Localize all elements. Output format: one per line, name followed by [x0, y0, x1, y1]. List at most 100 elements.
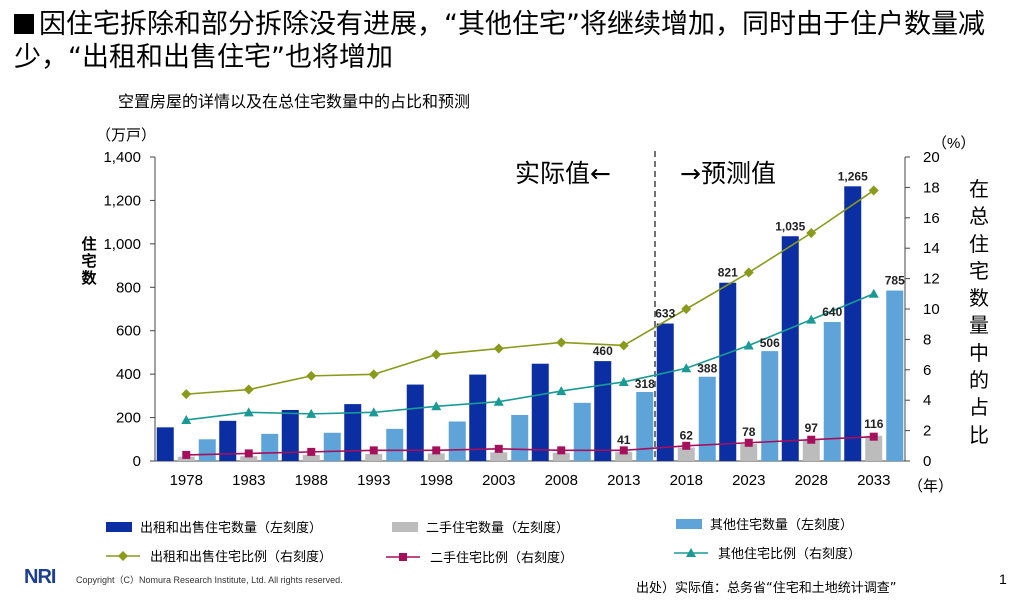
x-tick-label: 2013 [607, 472, 640, 489]
right-tick-label: 12 [923, 271, 940, 288]
x-tick-label: 2008 [545, 472, 578, 489]
bar-rent-sale-count [219, 420, 237, 461]
x-tick-label: 2023 [732, 472, 765, 489]
bar-secondhand-count [802, 439, 820, 461]
bar-secondhand-count [677, 447, 695, 461]
right-axis-title-char: 宅 [969, 258, 989, 283]
line-other-ratio-point [493, 396, 504, 406]
bar-other-count [386, 428, 404, 461]
right-tick-label: 10 [923, 301, 940, 318]
line-rent-sale-ratio-point [556, 337, 567, 348]
line-other-ratio [186, 293, 875, 421]
bar-rent-sale-count [469, 374, 487, 461]
legend-label: 出租和出售住宅数量（左刻度） [140, 521, 323, 536]
right-tick-label: 16 [923, 210, 940, 227]
x-tick-label: 1978 [170, 472, 203, 489]
legend-label: 其他住宅比例（右刻度） [718, 547, 862, 562]
right-axis-title-char: 在 [969, 177, 989, 201]
line-other-ratio-point [618, 376, 629, 386]
square-bullet-icon [14, 14, 34, 34]
bar-other-count [698, 376, 716, 461]
legend-swatch-rent-sale [106, 521, 132, 532]
legend-secondhand-ratio: 二手住宅比例（右刻度） [386, 547, 573, 566]
x-tick-label: 1993 [357, 472, 390, 489]
data-label: 1,035 [775, 219, 805, 233]
right-tick-label: 6 [923, 362, 931, 379]
bar-secondhand-count [302, 454, 320, 461]
bar-rent-sale-count [531, 363, 549, 461]
bar-other-count [761, 351, 779, 461]
data-label: 1,265 [838, 169, 868, 183]
bar-rent-sale-count [281, 409, 299, 461]
legend-marker-square-icon [386, 551, 420, 563]
line-other-ratio-point [368, 407, 379, 417]
x-tick-label: 2003 [482, 472, 515, 489]
bar-rent-sale-count [656, 323, 674, 461]
data-label: 116 [864, 417, 884, 431]
line-other-ratio-point [681, 363, 692, 373]
data-label: 97 [805, 421, 819, 435]
data-label: 785 [885, 274, 905, 288]
x-tick-label: 1983 [232, 472, 265, 489]
right-axis-title-char: 住 [969, 231, 989, 256]
line-rent-sale-ratio-point [306, 370, 317, 381]
line-rent-sale-ratio-point [243, 384, 254, 395]
line-rent-sale-ratio-point [806, 228, 817, 238]
left-tick-label: 1,200 [103, 192, 141, 209]
legend-swatch-other [676, 518, 702, 529]
line-rent-sale-ratio-point [368, 369, 379, 380]
legend-label: 出租和出售住宅比例（右刻度） [150, 550, 333, 565]
left-tick-label: 1,400 [103, 149, 141, 166]
right-tick-label: 2 [923, 423, 931, 440]
legend-secondhand-count: 二手住宅数量（左刻度） [392, 517, 569, 536]
line-secondhand-ratio-point [369, 446, 378, 455]
data-label: 821 [718, 266, 738, 280]
right-axis-title-char: 中 [969, 340, 989, 365]
bar-secondhand-count [865, 435, 883, 461]
line-secondhand-ratio-point [869, 432, 878, 441]
bar-rent-sale-count [844, 186, 862, 462]
right-tick-label: 4 [923, 392, 931, 409]
bar-other-count [448, 421, 466, 461]
right-axis-title-char: 比 [969, 422, 989, 447]
right-axis-title-char: 总 [969, 204, 989, 229]
data-label: 460 [593, 344, 613, 358]
line-secondhand-ratio [186, 435, 874, 456]
bar-secondhand-count [552, 452, 570, 461]
legend-label: 二手住宅比例（右刻度） [430, 551, 574, 566]
data-label: 633 [655, 307, 675, 321]
line-other-ratio-point [306, 408, 317, 418]
bar-other-count [823, 322, 841, 461]
line-other-ratio-point [806, 314, 817, 324]
bar-other-count [198, 439, 216, 461]
line-rent-sale-ratio-point [868, 185, 879, 196]
left-tick-label: 1,000 [103, 236, 141, 253]
bar-rent-sale-count [594, 361, 612, 461]
legend-label: 其他住宅数量（左刻度） [710, 518, 854, 533]
line-secondhand-ratio-point [494, 444, 503, 453]
data-label: 62 [680, 429, 694, 443]
actual-value-label: 实际值← [515, 159, 611, 188]
line-secondhand-ratio-point [307, 447, 316, 456]
legend-rent-sale-ratio: 出租和出售住宅比例（右刻度） [106, 546, 332, 565]
data-label: 506 [760, 336, 780, 350]
legend-label: 二手住宅数量（左刻度） [426, 521, 570, 536]
page-title-text: 因住宅拆除和部分拆除没有进展，“其他住宅”将继续增加，同时由于住户数量减少，“出… [14, 9, 985, 73]
bar-secondhand-count [615, 452, 633, 461]
right-tick-label: 8 [923, 331, 931, 348]
line-rent-sale-ratio [186, 189, 875, 395]
legend-rent-sale-count: 出租和出售住宅数量（左刻度） [106, 517, 322, 536]
x-tick-label: 2028 [795, 472, 828, 489]
bar-rent-sale-count [406, 384, 424, 461]
x-tick-label: 2033 [857, 472, 890, 489]
line-rent-sale-ratio-point [681, 304, 692, 314]
line-secondhand-ratio-point [244, 449, 253, 458]
line-secondhand-ratio-point [682, 441, 691, 450]
legend-other-ratio: 其他住宅比例（右刻度） [674, 543, 861, 562]
line-secondhand-ratio-point [432, 446, 441, 455]
bar-other-count [261, 433, 279, 461]
left-axis-title: 住宅数 [80, 236, 98, 287]
left-tick-label: 600 [116, 323, 141, 340]
left-tick-label: 400 [116, 366, 141, 383]
